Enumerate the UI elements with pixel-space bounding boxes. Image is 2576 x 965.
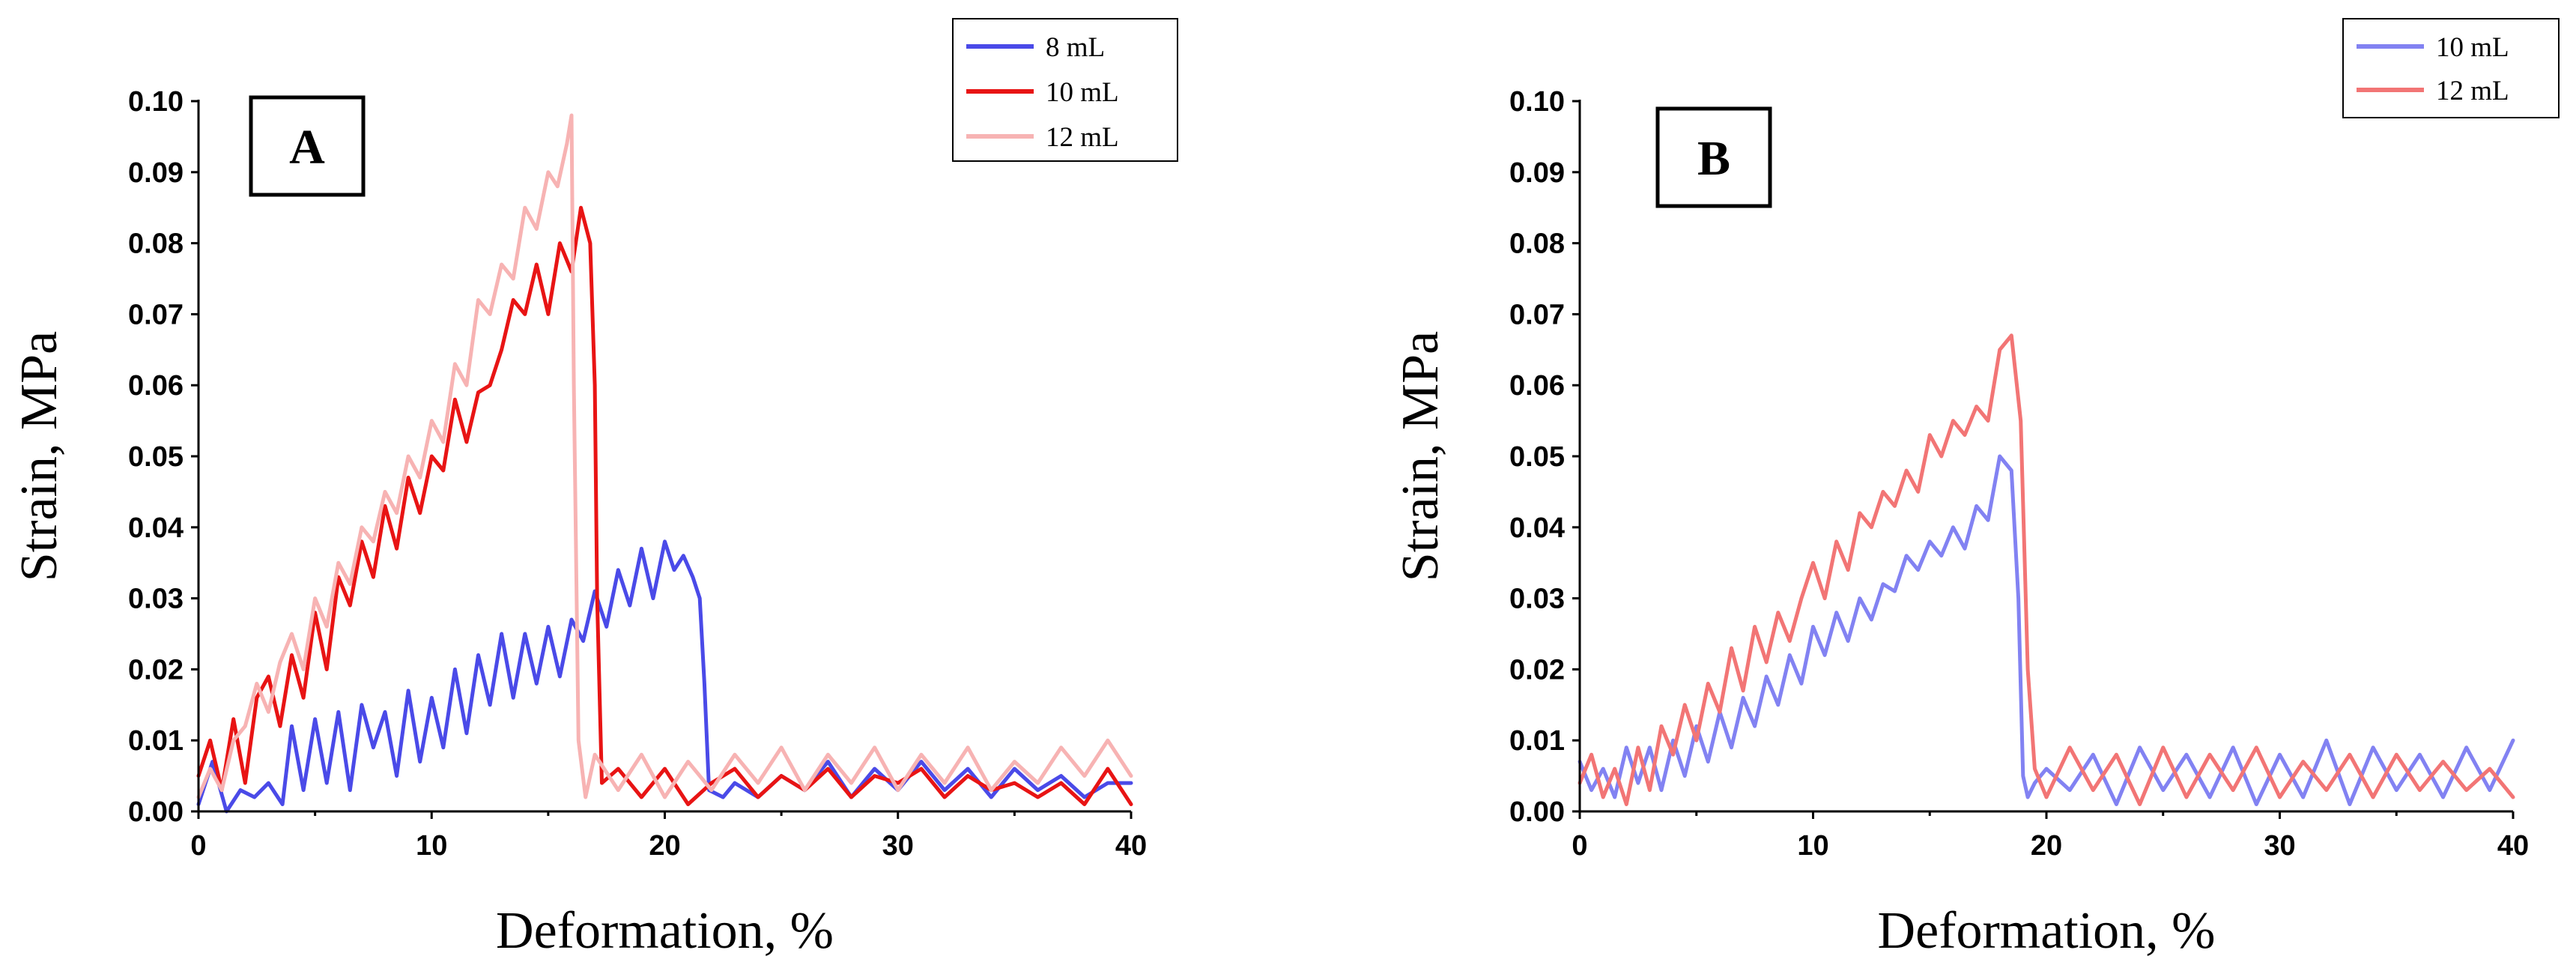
y-axis-title: Strain, MPa	[1392, 331, 1449, 581]
x-axis-title: Deformation, %	[1878, 902, 2216, 960]
y-tick-label: 0.06	[128, 370, 184, 402]
series-line-0	[1578, 454, 2515, 806]
y-tick-label: 0.07	[1509, 299, 1565, 330]
y-tick-label: 0.04	[128, 512, 184, 544]
series-line-1	[196, 205, 1133, 806]
y-tick-label: 0.05	[128, 441, 184, 473]
x-tick-label: 0	[1572, 830, 1587, 862]
y-tick-label: 0.09	[128, 157, 184, 189]
y-tick-label: 0.01	[128, 725, 184, 757]
series-line-0	[196, 539, 1133, 814]
series-line-2	[196, 113, 1133, 799]
y-tick-label: 0.02	[128, 654, 184, 686]
y-tick-label: 0.05	[1509, 441, 1565, 473]
x-tick-label: 0	[190, 830, 206, 862]
legend-label-1: 12 mL	[2436, 76, 2509, 106]
y-tick-label: 0.04	[1509, 512, 1565, 544]
y-tick-label: 0.00	[1509, 796, 1565, 828]
x-tick-label: 10	[416, 830, 447, 862]
y-tick-label: 0.00	[128, 796, 184, 828]
y-tick-label: 0.08	[128, 229, 184, 260]
y-tick-label: 0.08	[1509, 229, 1565, 260]
series-line-1	[1578, 333, 2515, 806]
x-tick-label: 10	[1797, 830, 1828, 862]
y-tick-label: 0.09	[1509, 157, 1565, 189]
panel-label: A	[289, 120, 325, 175]
y-tick-label: 0.01	[1509, 725, 1565, 757]
legend-label-0: 10 mL	[2436, 32, 2509, 63]
x-tick-label: 20	[649, 830, 680, 862]
y-tick-label: 0.02	[1509, 654, 1565, 686]
legend-label-0: 8 mL	[1046, 32, 1105, 63]
x-tick-label: 30	[2264, 830, 2295, 862]
y-axis-title: Strain, MPa	[10, 331, 68, 581]
panel-label-box	[1655, 106, 1772, 208]
x-tick-label: 40	[2497, 830, 2529, 862]
legend-label-1: 10 mL	[1046, 77, 1119, 108]
y-tick-label: 0.06	[1509, 370, 1565, 402]
x-axis-title: Deformation, %	[496, 902, 834, 960]
chart-panel-a: 0.00 0.01 0.02 0.03 0.04 0.05 0.06 0.07 0.08 0.09…	[10, 18, 1178, 960]
panel-label: B	[1697, 131, 1730, 186]
legend: 8 mL 10 mL 12 mL	[952, 18, 1178, 162]
y-tick-label: 0.10	[128, 86, 184, 118]
x-tick-label: 40	[1115, 830, 1147, 862]
x-tick-label: 20	[2031, 830, 2062, 862]
y-tick-label: 0.07	[128, 299, 184, 330]
x-tick-label: 30	[882, 830, 914, 862]
y-tick-label: 0.10	[1509, 86, 1565, 118]
legend: 10 mL 12 mL	[2342, 18, 2560, 118]
legend-box	[2342, 18, 2560, 118]
panel-label-box	[249, 95, 366, 197]
y-tick-label: 0.03	[128, 584, 184, 615]
chart-panel-b: 0.00 0.01 0.02 0.03 0.04 0.05 0.06 0.07 0.08 0.09…	[1392, 18, 2560, 960]
y-tick-label: 0.03	[1509, 584, 1565, 615]
legend-label-2: 12 mL	[1046, 122, 1119, 153]
